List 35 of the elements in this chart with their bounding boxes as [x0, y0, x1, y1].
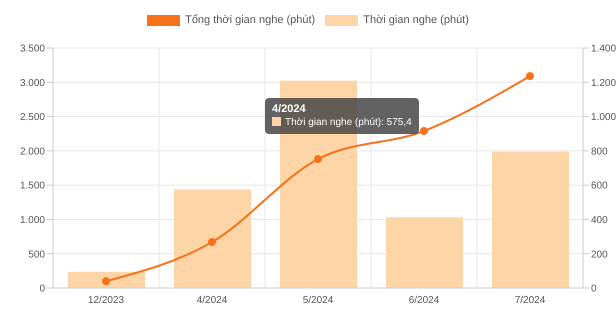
- x-tick-label: 4/2024: [196, 295, 228, 306]
- y2-tick-label: 1.200: [591, 78, 616, 89]
- y-tick-label: 2.000: [20, 146, 46, 158]
- point: [208, 238, 216, 246]
- bar: [492, 152, 569, 288]
- point: [314, 155, 322, 164]
- y2-tick-label: 600: [591, 180, 608, 192]
- y2-tick-label: 200: [591, 249, 608, 260]
- x-tick-label: 6/2024: [408, 295, 440, 306]
- y2-tick-label: 400: [591, 214, 608, 226]
- y2-tick-label: 800: [591, 146, 608, 158]
- bar: [386, 217, 463, 288]
- tooltip-box: 4/2024 Thời gian nghe (phút): 575,4: [265, 98, 419, 134]
- y-tick-label: 1.500: [20, 180, 46, 192]
- bar: [68, 272, 145, 288]
- x-tick-label: 12/2023: [88, 295, 125, 306]
- y-tick-label: 0: [39, 284, 46, 295]
- y-tick-label: 500: [28, 249, 46, 260]
- point: [526, 72, 534, 80]
- annotation: 4/2024: [272, 102, 307, 116]
- y-tick-label: 3.000: [20, 78, 46, 89]
- point: [102, 277, 110, 286]
- bar: [174, 189, 251, 288]
- y-tick-label: 3.500: [20, 44, 46, 55]
- legend-label: Thời gian nghe (phút): [362, 14, 469, 26]
- annotation: Thời gian nghe (phút): 575,4: [284, 116, 412, 130]
- point: [420, 126, 428, 135]
- y2-tick-label: 1.000: [591, 112, 616, 124]
- legend-label: Tổng thời gian nghe (phút): [184, 14, 316, 26]
- y-tick-label: 2.500: [20, 112, 46, 124]
- x-tick-label: 7/2024: [514, 295, 546, 306]
- y-tick-label: 1.000: [20, 214, 46, 226]
- x-tick-label: 5/2024: [302, 295, 334, 306]
- y2-tick-label: 0: [591, 284, 597, 295]
- y2-tick-label: 1.400: [591, 44, 616, 55]
